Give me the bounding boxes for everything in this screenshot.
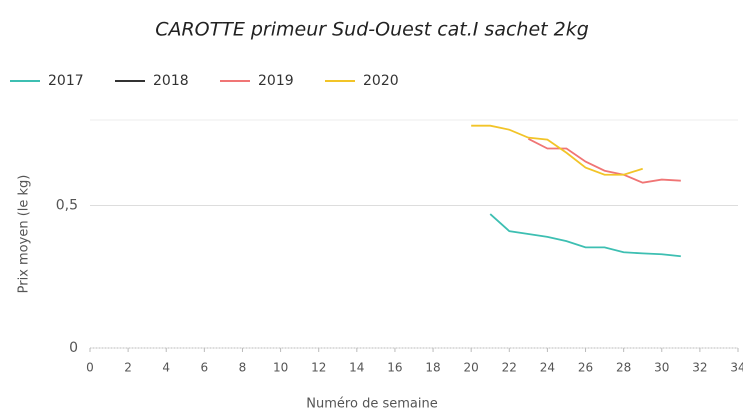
y-axis-label: Prix moyen (le kg) (17, 175, 32, 294)
x-tick-label: 22 (502, 361, 517, 375)
chart-title: CAROTTE primeur Sud-Ouest cat.I sachet 2… (155, 19, 589, 41)
x-tick-label: 20 (464, 361, 479, 375)
x-tick-label: 32 (692, 361, 707, 375)
y-tick-label: 0,5 (56, 198, 78, 214)
x-tick-label: 0 (86, 361, 94, 375)
x-axis-label: Numéro de semaine (306, 397, 437, 412)
x-tick-label: 26 (578, 361, 593, 375)
x-tick-label: 16 (387, 361, 402, 375)
legend-label: 2017 (48, 73, 84, 89)
legend-label: 2019 (258, 73, 294, 89)
x-tick-label: 24 (540, 361, 555, 375)
x-tick-label: 18 (425, 361, 440, 375)
x-tick-label: 12 (311, 361, 326, 375)
x-tick-label: 2 (124, 361, 132, 375)
line (471, 124, 643, 176)
x-tick-label: 14 (349, 361, 364, 375)
x-tick-label: 34 (730, 361, 743, 375)
legend-label: 2020 (363, 73, 399, 89)
legend-label: 2018 (153, 73, 189, 89)
x-tick-label: 8 (239, 361, 247, 375)
line (489, 213, 681, 258)
x-tick-label: 6 (201, 361, 209, 375)
line (527, 138, 681, 184)
y-tick-label: 0 (69, 340, 78, 356)
x-tick-label: 30 (654, 361, 669, 375)
x-tick-label: 10 (273, 361, 288, 375)
x-tick-label: 4 (162, 361, 170, 375)
x-tick-label: 28 (616, 361, 631, 375)
